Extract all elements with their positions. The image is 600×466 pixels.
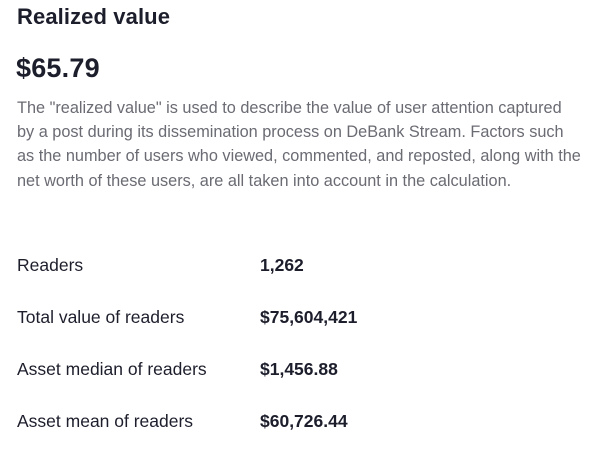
- realized-value-description: The "realized value" is used to describe…: [17, 99, 581, 190]
- stat-value: $60,726.44: [260, 411, 348, 431]
- stat-label: Total value of readers: [17, 307, 185, 327]
- stat-row-total-value: Total value of readers $75,604,421: [17, 305, 582, 357]
- stat-row-readers: Readers 1,262: [17, 253, 582, 305]
- stat-value: $75,604,421: [260, 307, 358, 327]
- realized-value-amount: $65.79: [16, 53, 100, 83]
- reader-stats-list: Readers 1,262 Total value of readers $75…: [17, 253, 582, 461]
- stat-value: 1,262: [260, 255, 304, 275]
- page-title: Realized value: [17, 4, 171, 29]
- stat-label: Asset mean of readers: [17, 411, 194, 431]
- stat-row-asset-median: Asset median of readers $1,456.88: [17, 357, 582, 409]
- stat-label: Readers: [17, 255, 84, 275]
- stat-row-asset-mean: Asset mean of readers $60,726.44: [17, 409, 582, 461]
- stat-value: $1,456.88: [260, 359, 338, 379]
- stat-label: Asset median of readers: [17, 359, 207, 379]
